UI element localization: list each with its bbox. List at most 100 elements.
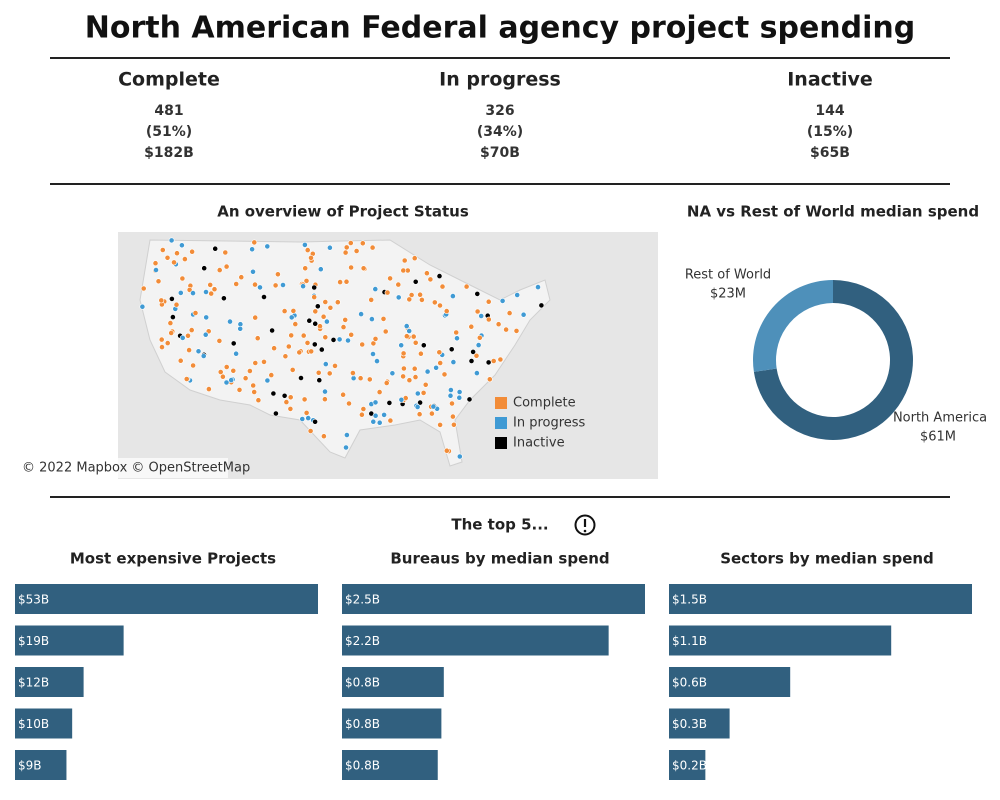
map-dot	[334, 299, 341, 306]
map-dot	[468, 358, 475, 364]
map-dot	[203, 289, 209, 295]
map-dot	[437, 360, 444, 366]
info-dot[interactable]	[583, 529, 587, 533]
map-dot	[152, 260, 159, 267]
map-dot	[222, 249, 229, 256]
map-dot	[450, 359, 457, 365]
map-dot	[201, 265, 208, 272]
map-dot	[398, 396, 405, 403]
map-dot	[414, 390, 421, 397]
bar-value-label: $0.3B	[672, 717, 707, 731]
map-dot	[336, 336, 343, 343]
info-circle[interactable]	[574, 514, 596, 536]
bar	[15, 584, 318, 614]
map-dot	[233, 350, 239, 357]
map-dot	[436, 273, 443, 279]
map-dot	[283, 399, 290, 405]
map-dot	[216, 267, 223, 273]
map-dot	[417, 399, 423, 406]
map-dot	[420, 389, 427, 396]
map-dot	[195, 348, 202, 355]
map-dot	[189, 248, 195, 255]
legend-label: In progress	[513, 416, 586, 431]
map-dot	[427, 276, 434, 283]
map-dot	[360, 406, 367, 412]
bar	[342, 708, 442, 739]
map-dot	[486, 376, 493, 383]
bar	[342, 584, 645, 614]
map-dot	[348, 264, 354, 271]
map-dot	[437, 302, 443, 309]
map-dot	[490, 358, 497, 364]
map-dot	[400, 373, 406, 380]
donut-category: Rest of World	[685, 268, 771, 283]
map-dot	[450, 421, 457, 428]
map-dot	[387, 275, 393, 282]
map-dot	[264, 243, 271, 250]
map-dot	[424, 368, 431, 375]
map-dot	[237, 325, 244, 332]
map-dot	[318, 346, 325, 353]
map-dot	[188, 327, 195, 333]
map-dot	[463, 283, 470, 290]
map-dot	[227, 318, 233, 325]
map-dot	[322, 388, 328, 395]
map-dot	[169, 314, 176, 320]
map-dot	[300, 283, 306, 290]
map-dot	[179, 334, 186, 341]
info-icon[interactable]	[574, 514, 596, 536]
map-dot	[177, 357, 184, 364]
map-dot	[299, 416, 306, 422]
map-dot	[466, 396, 473, 403]
map-dot	[272, 282, 279, 289]
map-dot	[317, 323, 323, 330]
map-dot	[301, 241, 308, 248]
map-dot	[312, 418, 318, 425]
map-dot	[205, 386, 212, 392]
map-dot	[369, 244, 376, 251]
donut-segment	[752, 280, 833, 372]
map-dot	[308, 348, 315, 355]
map-dot	[358, 311, 364, 317]
map-dot	[420, 342, 427, 349]
map-dot	[270, 390, 277, 397]
chart-title: NA vs Rest of World median spend	[687, 203, 979, 221]
map-dot	[478, 313, 485, 319]
map-dot	[485, 298, 492, 305]
map-dot	[314, 303, 321, 310]
bar	[342, 750, 438, 780]
map-dot	[190, 362, 196, 369]
map-dot	[292, 321, 299, 327]
map-dot	[383, 380, 390, 386]
map-dot	[230, 367, 237, 374]
map-dot	[311, 341, 318, 348]
map-dot	[475, 342, 482, 348]
map-dot	[410, 333, 417, 340]
map-dot	[456, 453, 463, 460]
map-dot	[400, 350, 407, 357]
map-dot	[330, 336, 337, 343]
map-dot	[376, 419, 383, 426]
map-dot	[348, 331, 355, 338]
bar	[15, 750, 67, 780]
map-dot	[476, 334, 483, 341]
kpi-spend: $65B	[810, 145, 850, 161]
map-dot	[203, 314, 210, 321]
map-dot	[506, 310, 513, 316]
map-dot	[301, 396, 308, 403]
map-dot	[395, 281, 402, 288]
kpi-heading: Inactive	[787, 69, 873, 91]
map-dot	[447, 387, 454, 393]
bar	[342, 625, 609, 656]
map-dot	[447, 392, 454, 399]
map: © 2022 Mapbox © OpenStreetMap	[18, 232, 658, 479]
map-dot	[414, 404, 421, 410]
bar-value-label: $0.8B	[345, 759, 380, 773]
map-dot	[320, 313, 327, 320]
map-dot	[250, 382, 257, 389]
map-dot	[345, 337, 351, 344]
map-dot	[220, 295, 227, 302]
map-dot	[433, 364, 439, 371]
map-dot	[153, 267, 159, 273]
